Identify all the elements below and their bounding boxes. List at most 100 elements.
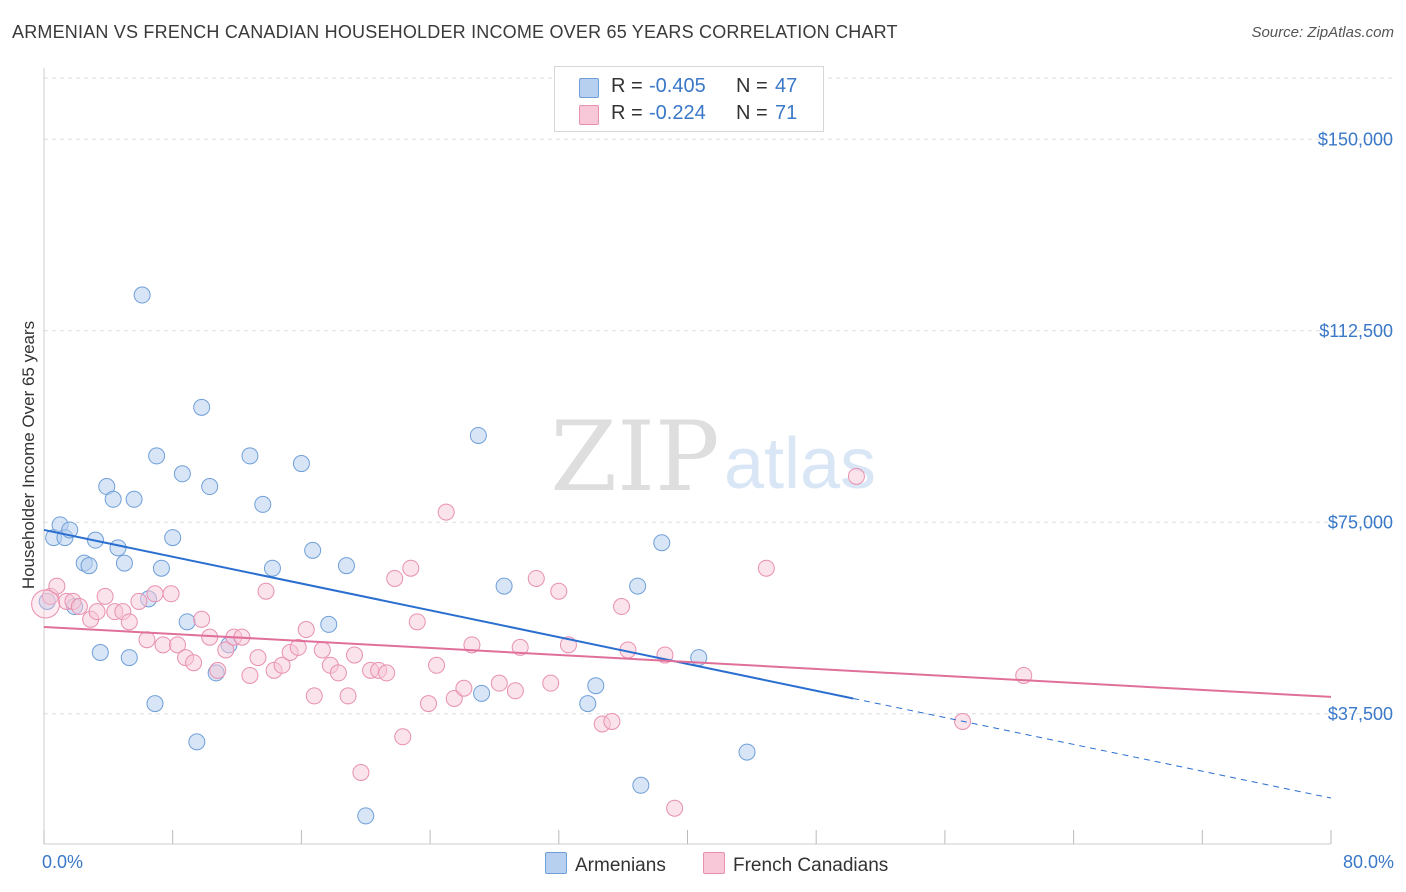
french-canadians-point	[241, 666, 259, 684]
legend-label-armenians: Armenians	[575, 855, 666, 876]
french-canadians-point	[437, 503, 455, 521]
armenians-trend-line	[43, 528, 854, 700]
french-canadians-legend-swatch	[703, 852, 725, 874]
french-canadians-point	[313, 641, 331, 659]
armenians-point	[653, 534, 671, 552]
french-canadians-point	[386, 569, 404, 587]
french-canadians-point	[378, 664, 396, 682]
french-canadians-point	[130, 592, 148, 610]
chart-title: ARMENIAN VS FRENCH CANADIAN HOUSEHOLDER …	[12, 22, 898, 42]
french-canadians-point	[463, 636, 481, 654]
french-canadians-point	[402, 559, 420, 577]
watermark-atlas: atlas	[724, 424, 876, 504]
armenians-point	[109, 539, 127, 557]
french-canadians-point	[847, 467, 865, 485]
french-canadians-point	[613, 598, 631, 616]
french-canadians-point	[757, 559, 775, 577]
armenians-point	[148, 447, 166, 465]
french-canadians-point	[542, 674, 560, 692]
armenians-swatch	[579, 78, 599, 98]
french-canadians-point	[408, 613, 426, 631]
armenians-point	[120, 649, 138, 667]
french-canadians-point	[162, 585, 180, 603]
n-value: 47	[775, 75, 798, 97]
french-canadians-point	[169, 636, 187, 654]
armenians-point	[201, 478, 219, 496]
armenians-trend-extension	[853, 697, 1332, 799]
legend-label-french-canadians: French Canadians	[733, 855, 889, 876]
french-canadians-point	[154, 636, 172, 654]
french-canadians-point	[297, 621, 315, 639]
armenians-point	[263, 559, 281, 577]
armenians-point	[164, 529, 182, 547]
french-canadians-point	[88, 603, 106, 621]
armenians-point	[579, 695, 597, 713]
french-canadians-point	[305, 687, 323, 705]
french-canadians-point	[329, 664, 347, 682]
french-canadians-point	[419, 695, 437, 713]
n-label: N =	[736, 102, 768, 124]
french-canadians-point	[257, 582, 275, 600]
watermark-zip: ZIP	[550, 401, 719, 513]
french-canadians-point	[345, 646, 363, 664]
r-label: R =	[611, 75, 643, 97]
french-canadians-point	[48, 577, 66, 595]
french-canadians-point	[217, 641, 235, 659]
french-canadians-point	[490, 674, 508, 692]
armenians-point	[254, 495, 272, 513]
armenians-point	[115, 554, 133, 572]
n-label: N =	[736, 75, 768, 97]
armenians-point	[91, 644, 109, 661]
french-canadians-point	[394, 728, 412, 746]
armenians-point	[357, 807, 375, 825]
armenians-point	[193, 398, 211, 416]
series-armenians	[38, 286, 756, 825]
x-tick-max: 80.0%	[1342, 852, 1394, 872]
armenians-point	[178, 613, 196, 631]
french-canadians-point	[527, 569, 545, 587]
french-canadians-point	[120, 613, 138, 631]
french-canadians-point	[352, 764, 370, 782]
y-tick-label: $112,500	[1319, 321, 1393, 341]
french-canadians-point	[666, 799, 684, 817]
r-value: -0.405	[649, 75, 706, 97]
armenians-point	[241, 447, 259, 465]
y-tick-label: $37,500	[1328, 704, 1393, 724]
armenians-point	[495, 577, 513, 595]
french-canadians-point	[550, 582, 568, 600]
french-canadians-point	[193, 610, 211, 628]
armenians-point	[473, 684, 491, 702]
french-canadians-point	[273, 656, 291, 674]
armenians-point	[292, 455, 310, 473]
french-canadians-point	[96, 587, 114, 605]
armenians-point	[304, 541, 322, 559]
armenians-point	[738, 743, 756, 761]
armenians-point	[469, 426, 487, 444]
armenians-point	[632, 776, 650, 794]
french-canadians-point	[339, 687, 357, 705]
y-tick-label: $150,000	[1318, 129, 1393, 149]
armenians-point	[133, 286, 151, 304]
armenians-point	[152, 559, 170, 577]
armenians-point	[104, 490, 122, 508]
french-canadians-point	[603, 712, 621, 730]
r-value: -0.224	[649, 102, 706, 124]
french-canadians-point	[455, 679, 473, 697]
french-canadians-point	[511, 638, 529, 656]
french-canadians-point	[428, 656, 446, 674]
armenians-point	[173, 465, 191, 483]
armenians-point	[320, 615, 338, 633]
armenians-point	[587, 677, 605, 695]
y-tick-label: $75,000	[1328, 512, 1393, 532]
french-canadians-point	[31, 589, 61, 619]
french-canadians-point	[138, 631, 156, 649]
french-canadians-swatch	[579, 105, 599, 125]
series-french-canadians	[31, 467, 1033, 817]
r-label: R =	[611, 102, 643, 124]
n-value: 71	[775, 102, 798, 124]
armenians-point	[125, 490, 143, 508]
french-canadians-point	[289, 638, 307, 656]
armenians-point	[337, 557, 355, 575]
legend-item-french-canadians: French Canadians	[703, 852, 888, 876]
